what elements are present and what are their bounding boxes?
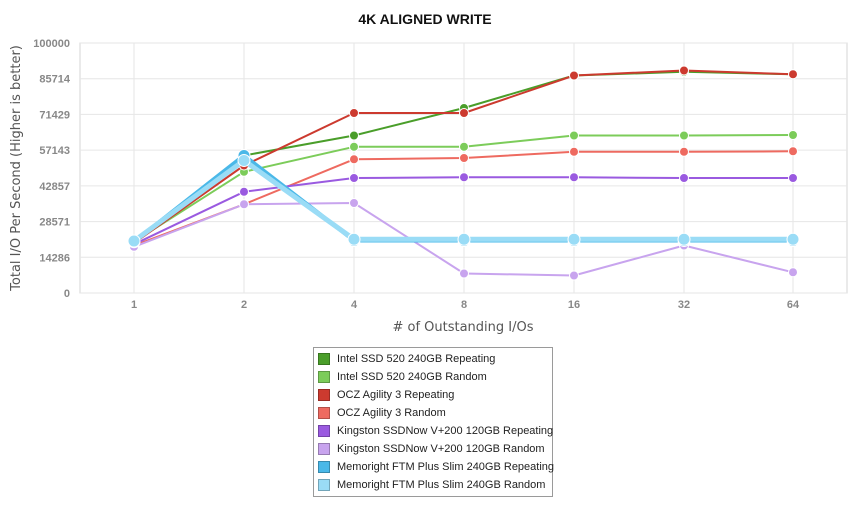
x-tick-label: 1: [131, 299, 137, 311]
series-8: [127, 154, 800, 248]
data-point: [459, 141, 469, 152]
data-point: [677, 232, 691, 246]
series-lines: [127, 65, 800, 281]
legend-item: OCZ Agility 3 Repeating: [314, 386, 552, 404]
data-point: [459, 153, 469, 163]
data-point: [569, 270, 579, 281]
legend-label: Kingston SSDNow V+200 120GB Random: [337, 443, 545, 455]
y-tick-label: 28571: [39, 217, 70, 229]
y-axis-ticks: 0 14286 28571 42857 57143 71429 85714 100000: [33, 38, 71, 300]
series-5: [129, 172, 798, 250]
data-point: [569, 70, 579, 81]
x-tick-label: 16: [568, 299, 580, 311]
y-tick-label: 0: [64, 288, 70, 300]
data-point: [349, 141, 359, 152]
y-tick-label: 42857: [39, 181, 70, 193]
data-point: [569, 146, 579, 157]
data-point: [457, 232, 471, 246]
legend-label: OCZ Agility 3 Repeating: [337, 389, 455, 401]
legend-label: Intel SSD 520 240GB Random: [337, 371, 487, 383]
data-point: [239, 186, 249, 197]
y-tick-label: 14286: [39, 252, 70, 264]
data-point: [349, 130, 359, 141]
data-point: [679, 65, 689, 76]
y-axis-label: Total I/O Per Second (Higher is better): [9, 45, 24, 292]
legend-swatch: [318, 371, 330, 383]
x-axis-ticks: 1 2 4 8 16 32 64: [131, 299, 800, 311]
data-point: [786, 232, 800, 246]
legend-label: Kingston SSDNow V+200 120GB Repeating: [337, 425, 554, 437]
legend: Intel SSD 520 240GB Repeating Intel SSD 5…: [313, 347, 555, 497]
data-point: [788, 130, 798, 140]
x-tick-label: 32: [678, 299, 690, 311]
legend-label: OCZ Agility 3 Random: [337, 407, 446, 419]
legend-label: Memoright FTM Plus Slim 240GB Repeating: [337, 461, 555, 473]
legend-label: Intel SSD 520 240GB Repeating: [337, 353, 496, 365]
data-point: [569, 172, 579, 183]
legend-swatch: [318, 407, 330, 419]
data-point: [679, 173, 689, 183]
data-point: [459, 172, 469, 183]
data-point: [459, 268, 469, 279]
data-point: [239, 199, 249, 210]
legend-label: Memoright FTM Plus Slim 240GB Random: [337, 479, 546, 491]
data-point: [679, 146, 689, 157]
legend-item: OCZ Agility 3 Random: [314, 404, 552, 422]
data-point: [788, 146, 798, 157]
legend-swatch: [318, 389, 330, 401]
y-tick-label: 57143: [39, 145, 70, 157]
data-point: [347, 232, 361, 246]
legend-swatch: [318, 479, 330, 491]
data-point: [679, 130, 689, 141]
data-point: [349, 173, 359, 183]
y-tick-label: 85714: [39, 74, 70, 86]
data-point: [349, 198, 359, 208]
legend-item: Memoright FTM Plus Slim 240GB Random: [314, 476, 552, 494]
legend-item: Memoright FTM Plus Slim 240GB Repeating: [314, 458, 555, 476]
data-point: [788, 173, 798, 183]
x-tick-label: 64: [787, 299, 800, 311]
chart-title: 4K ALIGNED WRITE: [358, 11, 491, 27]
grid-lines: [80, 42, 847, 294]
x-tick-label: 8: [461, 299, 467, 311]
x-tick-label: 2: [241, 299, 247, 311]
data-point: [459, 108, 469, 118]
legend-item: Kingston SSDNow V+200 120GB Repeating: [314, 422, 554, 440]
x-tick-label: 4: [351, 299, 358, 311]
legend-item: Intel SSD 520 240GB Random: [314, 368, 552, 386]
data-point: [569, 130, 579, 141]
data-point: [788, 69, 798, 80]
data-point: [567, 232, 581, 246]
legend-swatch: [318, 461, 330, 473]
data-point: [237, 154, 251, 167]
legend-item: Kingston SSDNow V+200 120GB Random: [314, 440, 552, 458]
data-point: [788, 267, 798, 278]
legend-item: Intel SSD 520 240GB Repeating: [314, 350, 552, 368]
data-point: [349, 154, 359, 165]
y-tick-label: 71429: [39, 109, 70, 121]
data-point: [127, 234, 141, 248]
legend-swatch: [318, 443, 330, 455]
data-point: [349, 108, 359, 118]
x-axis-label: # of Outstanding I/Os: [392, 320, 533, 335]
legend-swatch: [318, 425, 330, 437]
legend-swatch: [318, 353, 330, 365]
y-tick-label: 100000: [33, 38, 70, 50]
